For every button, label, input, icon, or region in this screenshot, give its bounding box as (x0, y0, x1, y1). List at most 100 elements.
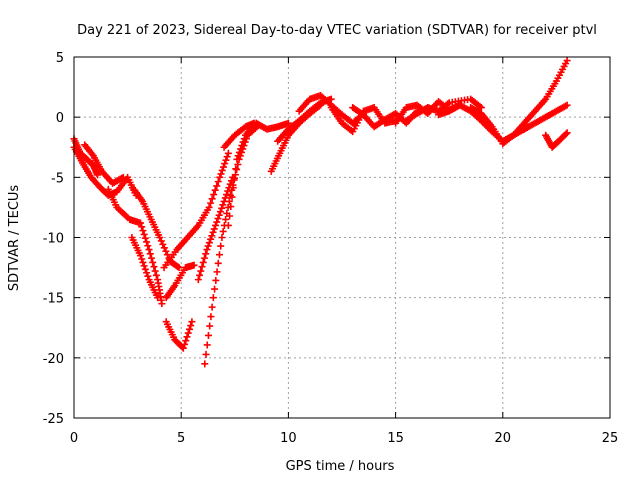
data-point (214, 215, 222, 223)
data-point (156, 234, 164, 241)
x-tick-label: 25 (602, 431, 619, 446)
data-point (119, 173, 127, 181)
data-point (140, 230, 148, 238)
data-point (562, 102, 570, 110)
data-point (216, 208, 224, 216)
data-point (216, 173, 224, 181)
data-point (139, 258, 147, 266)
data-point (199, 258, 207, 266)
y-tick-label: 5 (56, 51, 64, 66)
data-point (211, 186, 219, 194)
data-point (229, 184, 237, 192)
y-tick-label: -25 (43, 412, 64, 427)
data-point (136, 219, 144, 227)
y-tick-label: 0 (56, 111, 64, 126)
series-track-24 (520, 101, 571, 133)
data-point (213, 218, 221, 226)
series-track-7 (162, 261, 198, 302)
data-point (190, 261, 198, 269)
data-point (240, 135, 248, 143)
chart-title: Day 221 of 2023, Sidereal Day-to-day VTE… (77, 23, 597, 38)
data-point (159, 240, 167, 248)
x-tick-label: 5 (177, 431, 185, 446)
data-point (222, 156, 230, 164)
series-track-13 (220, 119, 258, 151)
data-point (141, 265, 149, 273)
x-axis-label: GPS time / hours (286, 459, 395, 474)
data-point (234, 160, 242, 168)
data-point (151, 267, 159, 275)
data-point (160, 244, 168, 252)
data-point (162, 247, 170, 255)
data-point (145, 246, 153, 254)
data-point (214, 178, 222, 186)
data-point (187, 322, 195, 330)
data-point (152, 271, 160, 279)
data-point (227, 203, 235, 211)
data-point (205, 239, 213, 247)
data-point (221, 160, 229, 168)
data-point (185, 325, 193, 333)
data-point (118, 174, 126, 182)
data-point (218, 204, 226, 212)
data-point (138, 223, 146, 231)
data-point (94, 171, 102, 179)
data-point (215, 251, 223, 259)
data-point (213, 268, 221, 276)
data-point (181, 340, 189, 348)
data-point (212, 276, 220, 284)
data-point (215, 211, 223, 219)
data-point (154, 294, 162, 302)
data-point (444, 100, 452, 108)
data-point (150, 263, 158, 271)
data-point (204, 331, 212, 339)
data-point (205, 203, 213, 211)
series-track-25 (542, 129, 571, 151)
data-point (198, 263, 206, 271)
data-point (194, 276, 202, 284)
data-point (143, 269, 151, 277)
data-point (206, 322, 214, 330)
data-point (136, 252, 144, 260)
data-point (234, 152, 242, 160)
data-point (224, 149, 232, 157)
data-point (218, 234, 226, 241)
data-point (209, 228, 217, 236)
series-track-3 (81, 141, 127, 187)
data-point (212, 221, 220, 229)
grid-lines (74, 57, 610, 418)
data-point (210, 225, 218, 233)
series-track-11 (201, 122, 262, 368)
data-point (563, 129, 571, 137)
data-point (197, 267, 205, 275)
data-point (183, 333, 191, 341)
x-tick-label: 10 (280, 431, 297, 446)
data-point (239, 138, 247, 146)
data-point (238, 142, 246, 150)
data-point (202, 250, 210, 258)
series-track-20 (402, 95, 485, 125)
data-point (219, 227, 227, 235)
data-point (232, 165, 240, 173)
data-point (204, 242, 212, 250)
data-point (223, 153, 231, 161)
series-track-14 (267, 101, 325, 175)
data-point (201, 360, 209, 368)
data-point (563, 101, 571, 109)
data-point (140, 262, 148, 270)
data-point (207, 199, 215, 207)
data-point (146, 250, 154, 258)
series-track-10 (194, 173, 237, 284)
data-point (217, 242, 225, 250)
data-point (179, 344, 187, 352)
data-point (202, 350, 210, 358)
data-point (214, 259, 222, 267)
data-point (213, 182, 221, 190)
data-point (221, 194, 229, 202)
series-track-8 (160, 149, 232, 272)
data-point (200, 254, 208, 262)
series-track-23 (510, 57, 571, 139)
data-point (207, 235, 215, 243)
data-point (284, 119, 292, 127)
y-tick-label: -15 (43, 292, 64, 307)
